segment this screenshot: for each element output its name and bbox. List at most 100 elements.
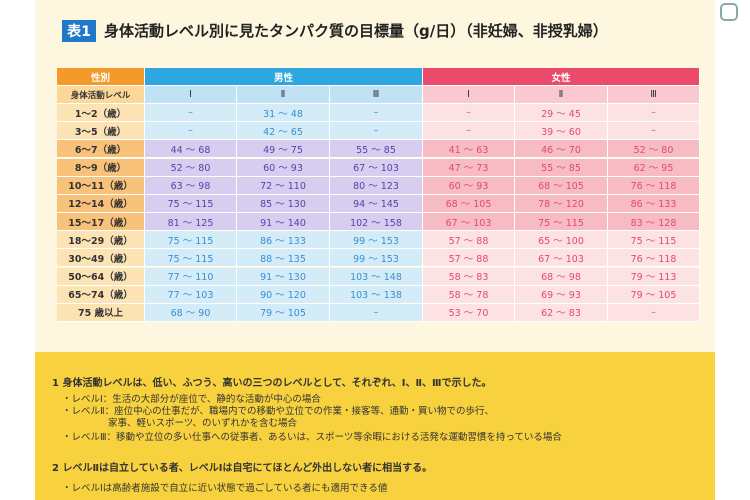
title: 身体活動レベル別に見たタンパク質の目標量（g/日）（非妊婦、非授乳婦） [104,22,608,40]
row-label: 10～11（歳） [57,176,145,195]
header-cell: 性別 [57,68,145,86]
table-cell: 57 ～ 88 [423,231,515,250]
row-label: 3～5（歳） [57,122,145,141]
note-item: ・レベルⅡ：座位中心の仕事だが、職場内での移動や立位での作業・接客等、通勤・買い… [62,406,494,417]
table-cell: 57 ～ 88 [423,249,515,268]
table-cell: 58 ～ 83 [423,267,515,286]
table-cell: 88 ～ 135 [237,249,330,268]
row-label: 8～9（歳） [57,158,145,177]
table-cell: 86 ～ 133 [608,194,700,213]
note-item: ・レベルⅢ：移動や立位の多い仕事への従事者、あるいは、スポーツ等余暇における活発… [62,432,562,443]
table-cell: 69 ～ 93 [515,285,608,304]
table-cell: 102 ～ 158 [330,213,423,232]
level-header: Ⅱ [515,86,608,104]
table-cell: 62 ～ 95 [608,158,700,177]
row-label: 30～49（歳） [57,249,145,268]
table-cell: 29 ～ 45 [515,104,608,123]
table-cell: 47 ～ 73 [423,158,515,177]
table-cell: 75 ～ 115 [145,194,237,213]
table-cell: 65 ～ 100 [515,231,608,250]
level-header: Ⅲ [330,86,423,104]
table-cell: 52 ～ 80 [145,158,237,177]
table-cell: 62 ～ 83 [515,303,608,322]
level-header: Ⅱ [237,86,330,104]
note-item: ・レベルⅠ：生活の大部分が座位で、静的な活動が中心の場合 [62,394,321,405]
table-cell: 67 ～ 103 [330,158,423,177]
table-cell: 81 ～ 125 [145,213,237,232]
note-heading: 2 レベルⅡは自立している者、レベルⅠは自宅にてほとんど外出しない者に相当する。 [52,463,433,474]
table-cell: 55 ～ 85 [330,140,423,159]
table-cell: 99 ～ 153 [330,231,423,250]
title-badge: 表1 [62,20,96,42]
row-label: 75 歳以上 [57,303,145,322]
header-cell: 女性 [423,68,700,86]
table-cell: 68 ～ 90 [145,303,237,322]
table-cell: 83 ～ 128 [608,213,700,232]
row-label: 50～64（歳） [57,267,145,286]
table-cell: – [330,122,423,141]
level-header: Ⅰ [423,86,515,104]
row-label: 6～7（歳） [57,140,145,159]
header-cell: 身体活動レベル [57,86,145,104]
table-cell: – [145,122,237,141]
note-item: 家事、軽いスポーツ、のいずれかを含む場合 [108,418,298,429]
table-cell: 53 ～ 70 [423,303,515,322]
table-cell: 91 ～ 140 [237,213,330,232]
table-cell: 79 ～ 105 [608,285,700,304]
table-cell: 75 ～ 115 [145,231,237,250]
table-cell: 42 ～ 65 [237,122,330,141]
table-cell: 78 ～ 120 [515,194,608,213]
notes-panel [35,352,715,500]
table-cell: – [423,122,515,141]
table-cell: 52 ～ 80 [608,140,700,159]
header-cell: 男性 [145,68,423,86]
level-header: Ⅲ [608,86,700,104]
table-cell: 79 ～ 105 [237,303,330,322]
table-cell: 86 ～ 133 [237,231,330,250]
row-label: 15～17（歳） [57,213,145,232]
table-cell: 103 ～ 148 [330,267,423,286]
table-cell: – [608,122,700,141]
row-label: 1～2（歳） [57,104,145,123]
table-cell: 41 ～ 63 [423,140,515,159]
row-label: 18～29（歳） [57,231,145,250]
table-cell: – [423,104,515,123]
table-cell: 77 ～ 103 [145,285,237,304]
table-cell: 58 ～ 78 [423,285,515,304]
table-cell: 67 ～ 103 [423,213,515,232]
table-cell: 68 ～ 105 [515,176,608,195]
table-cell: 75 ～ 115 [515,213,608,232]
table-cell: 75 ～ 115 [608,231,700,250]
table-cell: 67 ～ 103 [515,249,608,268]
level-header: Ⅰ [145,86,237,104]
table-cell: 68 ～ 105 [423,194,515,213]
note-item: ・レベルⅠは高齢者施設で自立に近い状態で過ごしている者にも適用できる値 [62,483,388,494]
table-cell: 85 ～ 130 [237,194,330,213]
table-cell: 76 ～ 118 [608,249,700,268]
table-cell: 90 ～ 120 [237,285,330,304]
table-cell: 63 ～ 98 [145,176,237,195]
table-cell: – [145,104,237,123]
table-cell: 72 ～ 110 [237,176,330,195]
table-cell: 60 ～ 93 [237,158,330,177]
table-cell: 76 ～ 118 [608,176,700,195]
note-heading: 1 身体活動レベルは、低い、ふつう、高いの三つのレベルとして、それぞれ、Ⅰ、Ⅱ、… [52,378,492,389]
lens-icon[interactable] [720,3,738,21]
table-cell: 91 ～ 130 [237,267,330,286]
table-cell: 31 ～ 48 [237,104,330,123]
table-cell: 103 ～ 138 [330,285,423,304]
table-cell: 77 ～ 110 [145,267,237,286]
table-cell: 60 ～ 93 [423,176,515,195]
table-cell: 75 ～ 115 [145,249,237,268]
table-cell: 46 ～ 70 [515,140,608,159]
table-cell: 68 ～ 98 [515,267,608,286]
table-cell: 55 ～ 85 [515,158,608,177]
table-cell: 94 ～ 145 [330,194,423,213]
table-cell: 99 ～ 153 [330,249,423,268]
row-label: 12～14（歳） [57,194,145,213]
table-cell: 80 ～ 123 [330,176,423,195]
table-cell: – [608,104,700,123]
table-cell: – [608,303,700,322]
row-label: 65～74（歳） [57,285,145,304]
